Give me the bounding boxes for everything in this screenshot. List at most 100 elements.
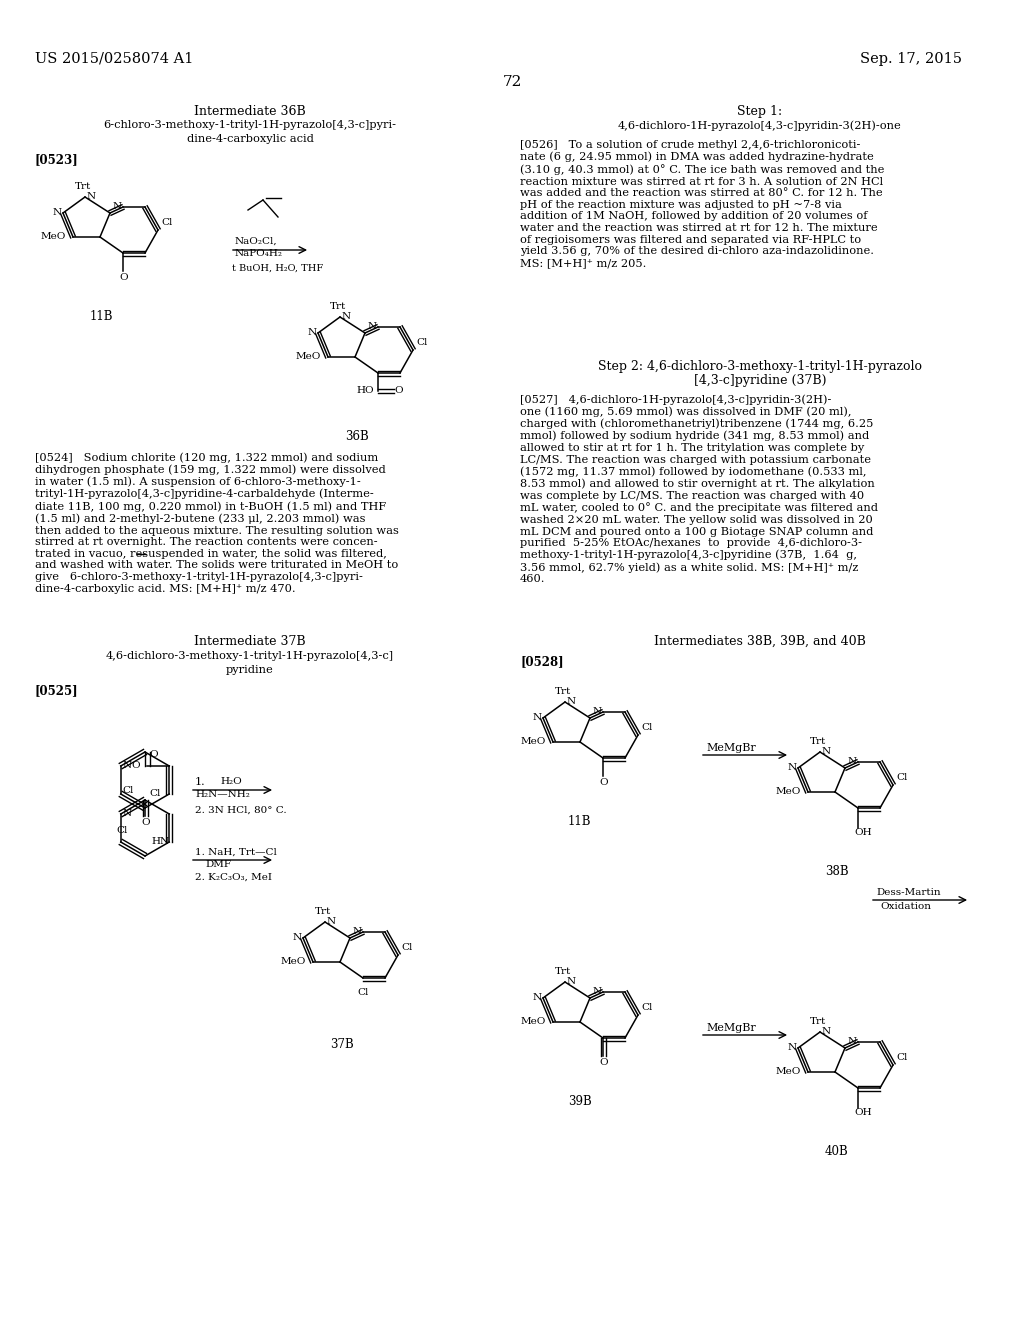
Text: 11B: 11B — [568, 814, 592, 828]
Text: O: O — [599, 777, 607, 787]
Text: N: N — [788, 763, 797, 772]
Text: O: O — [141, 818, 150, 828]
Text: Step 2: 4,6-dichloro-3-methoxy-1-trityl-1H-pyrazolo: Step 2: 4,6-dichloro-3-methoxy-1-trityl-… — [598, 360, 922, 374]
Text: O: O — [599, 1059, 607, 1067]
Text: MeO: MeO — [281, 957, 306, 966]
Text: O: O — [394, 385, 402, 395]
Text: [0528]: [0528] — [520, 655, 563, 668]
Text: 6-chloro-3-methoxy-1-trityl-1H-pyrazolo[4,3-c]pyri-: 6-chloro-3-methoxy-1-trityl-1H-pyrazolo[… — [103, 120, 396, 129]
Text: Dess-Martin: Dess-Martin — [876, 888, 941, 898]
Text: Cl: Cl — [416, 338, 427, 347]
Text: N: N — [342, 312, 351, 321]
Text: Intermediates 38B, 39B, and 40B: Intermediates 38B, 39B, and 40B — [654, 635, 866, 648]
Text: Cl: Cl — [896, 1053, 907, 1063]
Text: N: N — [353, 927, 362, 936]
Text: [0524]   Sodium chlorite (120 mg, 1.322 mmol) and sodium
dihydrogen phosphate (1: [0524] Sodium chlorite (120 mg, 1.322 mm… — [35, 451, 399, 594]
Text: DMF: DMF — [205, 861, 231, 869]
Text: Cl: Cl — [150, 789, 161, 799]
Text: Trt: Trt — [555, 968, 571, 975]
Text: 2. K₂C₃O₃, MeI: 2. K₂C₃O₃, MeI — [195, 873, 272, 882]
Text: MeO: MeO — [41, 232, 67, 242]
Text: Cl: Cl — [123, 785, 134, 795]
Text: dine-4-carboxylic acid: dine-4-carboxylic acid — [186, 135, 313, 144]
Text: Cl: Cl — [357, 987, 369, 997]
Text: 1.: 1. — [195, 777, 206, 787]
Text: Trt: Trt — [555, 686, 571, 696]
Text: MeMgBr: MeMgBr — [706, 1023, 756, 1034]
Text: N: N — [534, 713, 542, 722]
Text: N: N — [534, 993, 542, 1002]
Text: [0523]: [0523] — [35, 153, 79, 166]
Text: N: N — [822, 747, 831, 756]
Text: N: N — [123, 762, 132, 770]
Text: N: N — [567, 697, 577, 706]
Text: HN: HN — [152, 837, 169, 846]
Text: Intermediate 36B: Intermediate 36B — [195, 106, 306, 117]
Text: US 2015/0258074 A1: US 2015/0258074 A1 — [35, 51, 194, 66]
Text: O: O — [150, 750, 158, 759]
Text: HO: HO — [356, 385, 374, 395]
Text: O: O — [131, 762, 140, 770]
Text: N: N — [123, 809, 132, 818]
Text: MeO: MeO — [521, 1016, 547, 1026]
Text: Cl: Cl — [161, 218, 172, 227]
Text: 1. NaH, Trt—Cl: 1. NaH, Trt—Cl — [195, 847, 276, 857]
Text: N: N — [593, 708, 602, 715]
Text: N: N — [327, 917, 336, 927]
Text: t BuOH, H₂O, THF: t BuOH, H₂O, THF — [232, 264, 324, 273]
Text: Trt: Trt — [330, 302, 346, 312]
Text: NaO₂Cl,: NaO₂Cl, — [234, 238, 278, 246]
Text: 4,6-dichloro-1H-pyrazolo[4,3-c]pyridin-3(2H)-one: 4,6-dichloro-1H-pyrazolo[4,3-c]pyridin-3… — [618, 120, 902, 131]
Text: Cl: Cl — [896, 774, 907, 781]
Text: N: N — [293, 933, 302, 942]
Text: N: N — [848, 1038, 857, 1045]
Text: MeO: MeO — [776, 1067, 802, 1076]
Text: O: O — [119, 273, 128, 282]
Text: 40B: 40B — [825, 1144, 849, 1158]
Text: 36B: 36B — [345, 430, 369, 444]
Text: 4,6-dichloro-3-methoxy-1-trityl-1H-pyrazolo[4,3-c]: 4,6-dichloro-3-methoxy-1-trityl-1H-pyraz… — [105, 651, 394, 661]
Text: Cl: Cl — [641, 1003, 652, 1012]
Text: Intermediate 37B: Intermediate 37B — [195, 635, 306, 648]
Text: MeMgBr: MeMgBr — [706, 743, 756, 752]
Text: OH: OH — [854, 1107, 871, 1117]
Text: H₂N—NH₂: H₂N—NH₂ — [195, 789, 250, 799]
Text: N: N — [308, 327, 317, 337]
Text: OH: OH — [854, 828, 871, 837]
Text: N: N — [87, 191, 96, 201]
Text: 39B: 39B — [568, 1096, 592, 1107]
Text: MeO: MeO — [521, 737, 547, 746]
Text: N: N — [368, 322, 377, 331]
Text: 2. 3N HCl, 80° C.: 2. 3N HCl, 80° C. — [195, 807, 287, 814]
Text: MeO: MeO — [296, 352, 322, 360]
Text: 11B: 11B — [90, 310, 114, 323]
Text: Cl: Cl — [641, 723, 652, 733]
Text: Trt: Trt — [315, 907, 331, 916]
Text: 72: 72 — [503, 75, 521, 88]
Text: N: N — [567, 977, 577, 986]
Text: N: N — [822, 1027, 831, 1036]
Text: H₂O: H₂O — [220, 777, 242, 785]
Text: [0526]   To a solution of crude methyl 2,4,6-trichloronicoti-
nate (6 g, 24.95 m: [0526] To a solution of crude methyl 2,4… — [520, 140, 885, 268]
Text: [0527]   4,6-dichloro-1H-pyrazolo[4,3-c]pyridin-3(2H)-
one (1160 mg, 5.69 mmol) : [0527] 4,6-dichloro-1H-pyrazolo[4,3-c]py… — [520, 393, 878, 585]
Text: Trt: Trt — [810, 737, 826, 746]
Text: N: N — [113, 202, 122, 211]
Text: N: N — [593, 987, 602, 997]
Text: Cl: Cl — [401, 942, 413, 952]
Text: [0525]: [0525] — [35, 684, 79, 697]
Text: Sep. 17, 2015: Sep. 17, 2015 — [860, 51, 962, 66]
Text: N: N — [788, 1043, 797, 1052]
Text: NaPO₄H₂: NaPO₄H₂ — [234, 249, 283, 257]
Text: pyridine: pyridine — [226, 665, 273, 675]
Text: MeO: MeO — [776, 787, 802, 796]
Text: N: N — [53, 209, 62, 216]
Text: Cl: Cl — [117, 826, 128, 836]
Text: 38B: 38B — [825, 865, 849, 878]
Text: Trt: Trt — [810, 1016, 826, 1026]
Text: Step 1:: Step 1: — [737, 106, 782, 117]
Text: Oxidation: Oxidation — [880, 902, 931, 911]
Text: 37B: 37B — [330, 1038, 353, 1051]
Text: N: N — [848, 756, 857, 766]
Text: [4,3-c]pyridine (37B): [4,3-c]pyridine (37B) — [693, 374, 826, 387]
Text: Trt: Trt — [75, 182, 91, 191]
